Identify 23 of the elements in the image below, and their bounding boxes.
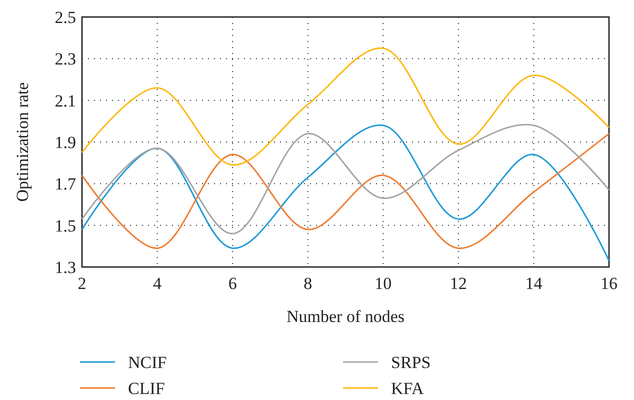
y-tick-label: 1.5: [54, 216, 76, 236]
y-tick-label: 1.9: [54, 132, 76, 152]
x-tick-label: 4: [153, 274, 162, 293]
x-tick-label: 2: [78, 274, 86, 293]
legend-label: NCIF: [128, 352, 167, 372]
line-series: [81, 48, 610, 166]
x-tick-label: 10: [374, 274, 392, 293]
y-axis-title: Optimization rate: [13, 82, 32, 202]
x-axis-title: Number of nodes: [286, 307, 405, 326]
legend-label: KFA: [391, 378, 424, 398]
y-tick-label: 2.3: [54, 50, 76, 69]
x-tick-label: 12: [450, 274, 467, 293]
legend-label: SRPS: [391, 352, 431, 372]
y-tick-label: 1.7: [54, 174, 76, 194]
y-tick-label: 2.5: [54, 8, 76, 27]
x-tick-label: 16: [600, 274, 618, 293]
y-tick-label: 2.1: [54, 91, 76, 110]
x-tick-label: 8: [304, 274, 312, 293]
y-tick-label: 1.3: [54, 258, 76, 277]
legend-label: CLIF: [128, 378, 165, 398]
x-tick-label: 14: [525, 274, 543, 293]
line-series: [81, 124, 610, 234]
x-tick-label: 6: [228, 274, 237, 293]
